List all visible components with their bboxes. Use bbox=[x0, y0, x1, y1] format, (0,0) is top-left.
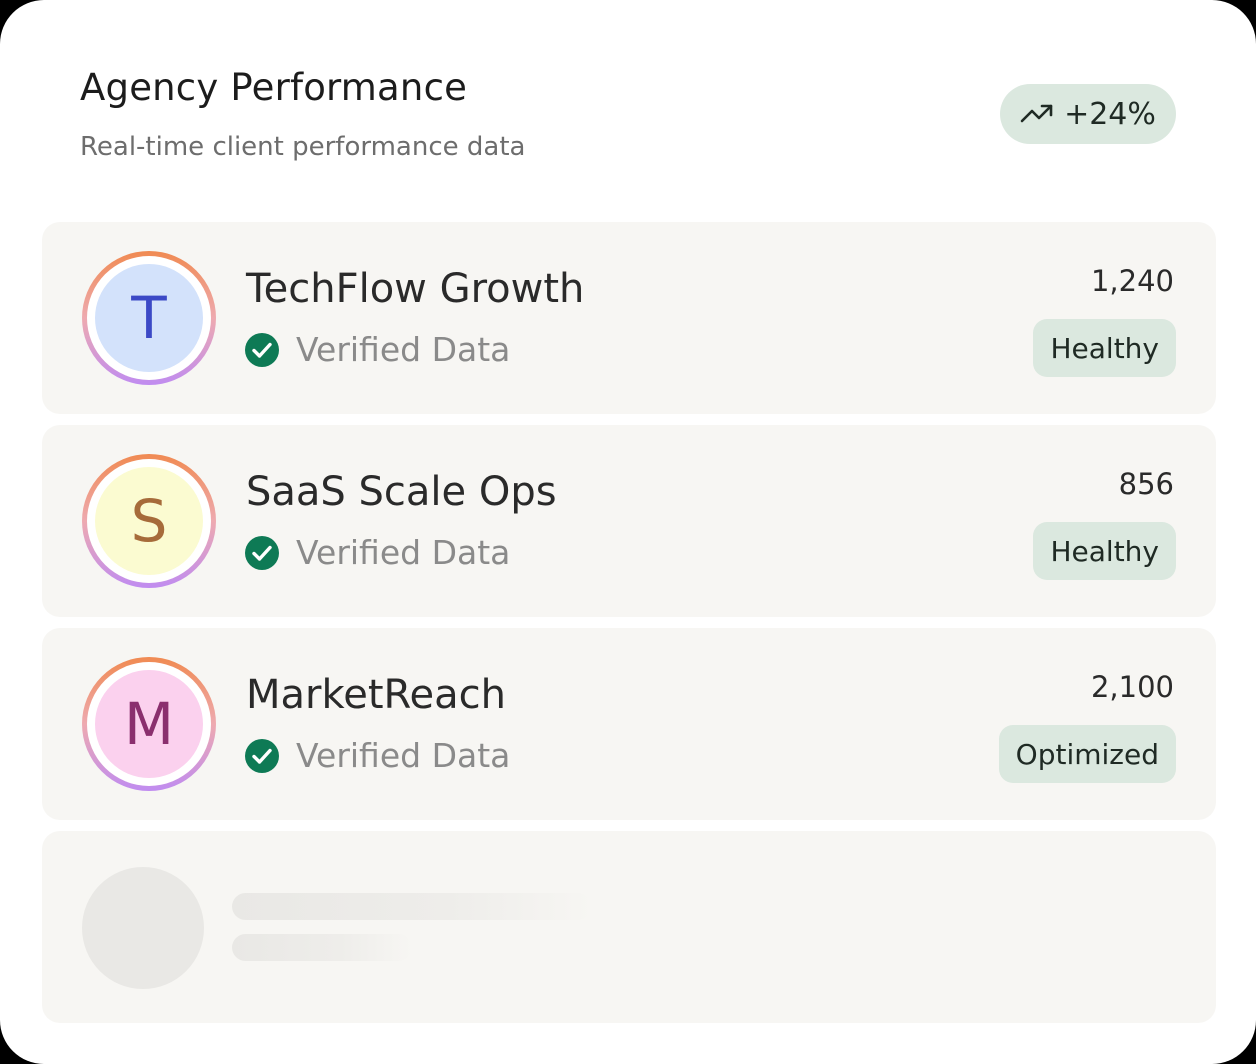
verified-indicator: Verified Data bbox=[244, 330, 510, 369]
verified-label: Verified Data bbox=[296, 330, 511, 369]
client-name: SaaS Scale Ops bbox=[246, 469, 557, 515]
verified-indicator: Verified Data bbox=[244, 736, 510, 775]
client-name: MarketReach bbox=[246, 672, 506, 718]
avatar: T bbox=[82, 251, 216, 385]
trend-badge: +24% bbox=[1000, 84, 1176, 144]
client-metric: 2,100 bbox=[1090, 670, 1174, 704]
status-badge: Healthy bbox=[1033, 319, 1176, 377]
verified-check-icon bbox=[245, 738, 279, 773]
avatar: M bbox=[82, 657, 216, 791]
avatar-initial: S bbox=[95, 467, 203, 575]
skeleton-line bbox=[232, 893, 592, 920]
page-subtitle: Real-time client performance data bbox=[80, 132, 526, 162]
avatar-initial: M bbox=[95, 670, 203, 778]
avatar-initial: T bbox=[95, 264, 203, 372]
avatar: S bbox=[82, 454, 216, 588]
client-metric: 856 bbox=[1118, 467, 1174, 501]
verified-label: Verified Data bbox=[296, 533, 511, 572]
verified-indicator: Verified Data bbox=[244, 533, 510, 572]
status-badge: Healthy bbox=[1033, 522, 1176, 580]
trending-up-icon bbox=[1020, 102, 1054, 126]
status-badge: Optimized bbox=[998, 725, 1176, 783]
client-name: TechFlow Growth bbox=[246, 266, 585, 312]
client-row[interactable]: S SaaS Scale Ops Verified Data 856 Healt… bbox=[42, 425, 1216, 617]
client-metric: 1,240 bbox=[1090, 264, 1174, 298]
skeleton-avatar bbox=[82, 867, 204, 989]
client-row[interactable]: M MarketReach Verified Data 2,100 Optimi… bbox=[42, 628, 1216, 820]
verified-check-icon bbox=[245, 332, 279, 367]
loading-skeleton-row bbox=[42, 831, 1216, 1023]
verified-label: Verified Data bbox=[296, 736, 511, 775]
page-title: Agency Performance bbox=[80, 66, 468, 109]
client-row[interactable]: T TechFlow Growth Verified Data 1,240 He… bbox=[42, 222, 1216, 414]
trend-value: +24% bbox=[1064, 96, 1156, 132]
verified-check-icon bbox=[245, 535, 279, 570]
skeleton-line bbox=[232, 934, 412, 961]
